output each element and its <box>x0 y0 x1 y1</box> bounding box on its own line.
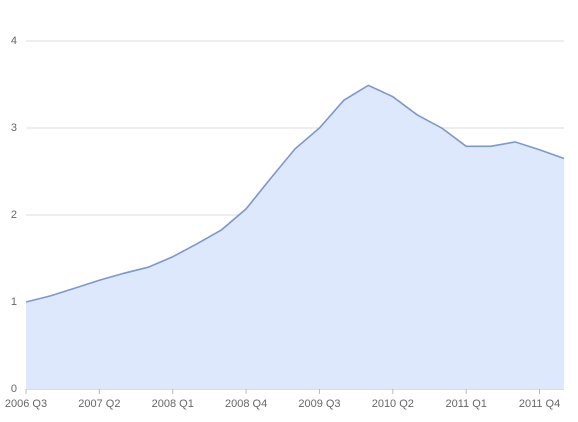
y-tick-label: 3 <box>11 122 17 134</box>
x-tick-label: 2007 Q2 <box>78 398 120 410</box>
x-tick-label: 2011 Q1 <box>445 398 486 410</box>
x-tick-label: 2008 Q1 <box>152 398 194 410</box>
y-tick-label: 0 <box>11 383 17 395</box>
area-fill <box>26 85 564 390</box>
y-tick-label: 1 <box>11 296 17 308</box>
x-tick-label: 2009 Q3 <box>298 398 340 410</box>
area-line <box>25 84 565 303</box>
y-tick-label: 2 <box>11 209 17 221</box>
y-tick-label: 4 <box>11 35 17 47</box>
x-tick-label: 2008 Q4 <box>225 398 267 410</box>
x-tick-label: 2010 Q2 <box>372 398 414 410</box>
x-tick-label: 2011 Q4 <box>519 398 560 410</box>
x-tick-label: 2006 Q3 <box>5 398 47 410</box>
